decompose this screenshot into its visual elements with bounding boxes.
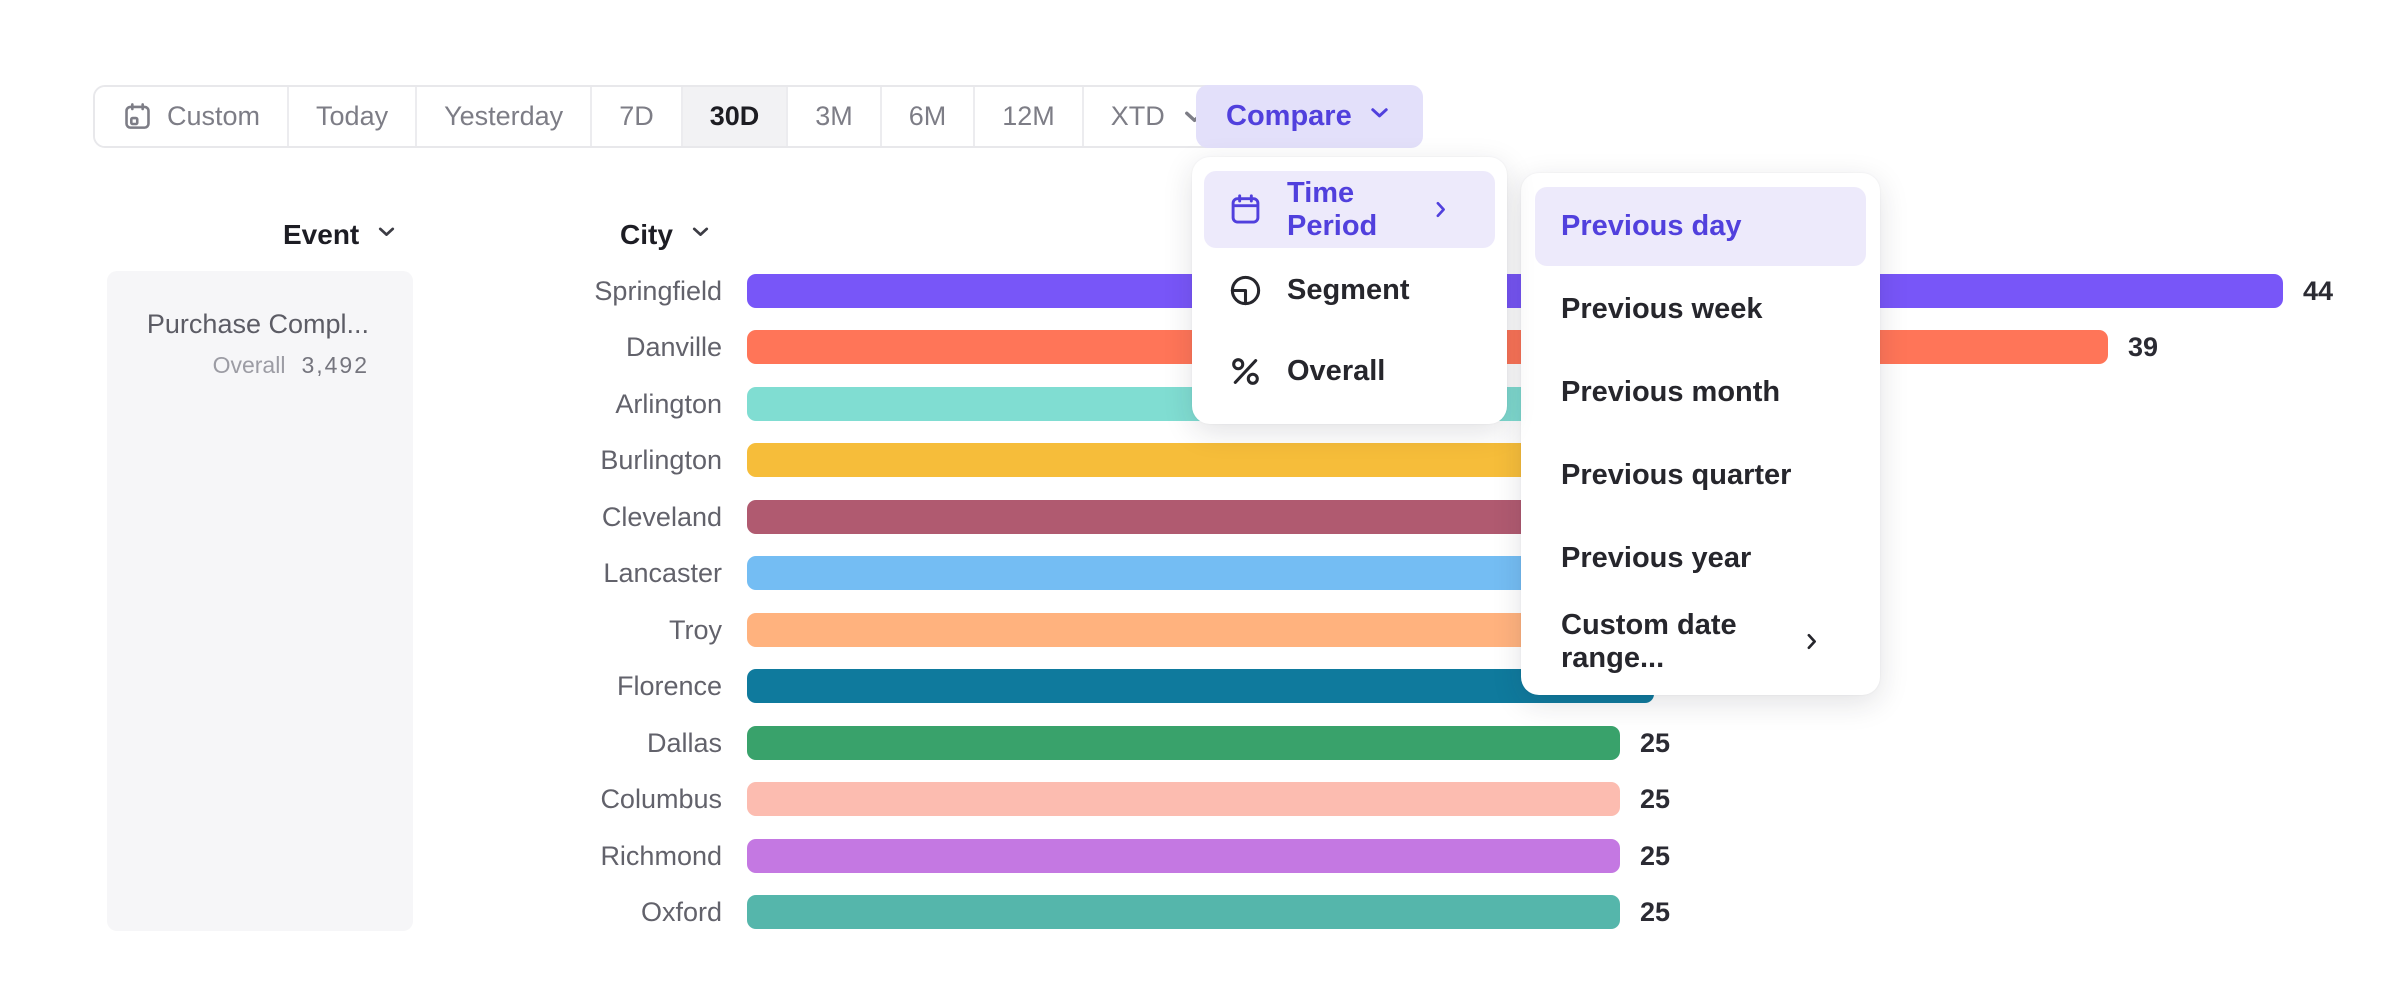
range-button-label: Yesterday (444, 101, 564, 131)
city-label: Springfield (594, 276, 722, 306)
compare-dropdown-menu: Time Period Segment Overall (1192, 157, 1507, 424)
bar-row-columbus: Columbus 25 (0, 782, 2394, 816)
range-button-label: Today (316, 101, 389, 131)
menu-item-label: Previous year (1561, 542, 1752, 574)
menu-item-label: Time Period (1287, 176, 1378, 242)
range-button-label: 7D (619, 101, 654, 131)
bar-row-richmond: Richmond 25 (0, 839, 2394, 873)
range-button-label: Custom (167, 101, 261, 131)
event-name: Purchase Compl... (146, 309, 369, 339)
range-button-yesterday[interactable]: Yesterday (417, 87, 593, 146)
city-label: Dallas (646, 728, 722, 758)
segment-icon (1228, 273, 1263, 308)
range-button-3m[interactable]: 3M (788, 87, 882, 146)
city-label: Burlington (600, 445, 722, 475)
overall-value: 3,492 (301, 352, 369, 378)
city-label: Lancaster (603, 558, 722, 588)
range-button-label: 12M (1002, 101, 1055, 131)
menu-item-label: Previous quarter (1561, 459, 1792, 491)
time-period-option-previous-quarter[interactable]: Previous quarter (1535, 436, 1866, 515)
bar-row-burlington: Burlington (0, 443, 2394, 477)
bar-row-troy: Troy (0, 613, 2394, 647)
chevron-down-icon (1366, 99, 1393, 134)
time-period-option-previous-week[interactable]: Previous week (1535, 270, 1866, 349)
bar-florence[interactable] (747, 669, 1654, 703)
bar-value-label: 25 (1640, 728, 1671, 758)
menu-item-label: Overall (1287, 355, 1386, 387)
range-button-7d[interactable]: 7D (592, 87, 683, 146)
date-range-toolbar: Custom Today Yesterday 7D 30D 3M 6M 12M XTD (93, 85, 1239, 148)
city-column-header[interactable]: City (620, 219, 713, 251)
city-label: Columbus (600, 784, 722, 814)
menu-item-label: Previous day (1561, 210, 1742, 242)
compare-menu-item-time-period[interactable]: Time Period (1204, 171, 1495, 248)
city-label: Troy (669, 615, 722, 645)
calendar-icon (1228, 192, 1263, 227)
event-column-header-label: Event (283, 219, 360, 250)
menu-item-label: Previous week (1561, 293, 1763, 325)
bar-value-label: 25 (1640, 897, 1671, 927)
bar-value-label: 44 (2303, 276, 2334, 306)
event-panel[interactable]: Purchase Compl... Overall 3,492 (107, 271, 413, 931)
bar-dallas[interactable] (747, 726, 1620, 760)
city-label: Richmond (600, 841, 722, 871)
range-button-label: 6M (908, 101, 947, 131)
bar-columbus[interactable] (747, 782, 1620, 816)
range-button-today[interactable]: Today (289, 87, 418, 146)
overall-label: Overall (212, 352, 286, 378)
range-button-12m[interactable]: 12M (975, 87, 1084, 146)
bar-richmond[interactable] (747, 839, 1620, 873)
city-label: Arlington (615, 389, 722, 419)
compare-button-label: Compare (1226, 100, 1352, 132)
time-period-option-previous-month[interactable]: Previous month (1535, 353, 1866, 432)
calendar-alt-icon (122, 101, 153, 132)
city-label: Danville (625, 332, 722, 362)
bar-row-springfield: Springfield 44 (0, 274, 2394, 308)
city-column-header-label: City (620, 219, 673, 250)
chevron-right-icon (1799, 629, 1824, 654)
chevron-down-icon (688, 219, 713, 251)
menu-item-label: Previous month (1561, 376, 1781, 408)
bar-value-label: 39 (2128, 332, 2159, 362)
chevron-right-icon (1428, 197, 1453, 222)
compare-menu-item-overall[interactable]: Overall (1204, 333, 1495, 410)
range-button-label: 30D (709, 101, 760, 131)
compare-button[interactable]: Compare (1196, 85, 1423, 148)
range-button-30d[interactable]: 30D (682, 87, 789, 146)
bar-oxford[interactable] (747, 895, 1620, 929)
bar-row-cleveland: Cleveland (0, 500, 2394, 534)
bar-springfield[interactable] (747, 274, 2283, 308)
city-label: Florence (616, 671, 722, 701)
bar-value-label: 25 (1640, 784, 1671, 814)
bar-row-lancaster: Lancaster (0, 556, 2394, 590)
event-column-header[interactable]: Event (283, 219, 399, 251)
bar-row-oxford: Oxford 25 (0, 895, 2394, 929)
city-label: Oxford (640, 897, 722, 927)
time-period-option-previous-year[interactable]: Previous year (1535, 519, 1866, 598)
range-button-custom[interactable]: Custom (95, 87, 290, 146)
event-overall-metric: Overall 3,492 (127, 352, 369, 379)
compare-menu-item-segment[interactable]: Segment (1204, 252, 1495, 329)
chevron-down-icon (374, 219, 399, 251)
time-period-option-custom-date-range[interactable]: Custom date range... (1535, 602, 1866, 681)
bar-value-label: 25 (1640, 841, 1671, 871)
time-period-submenu: Previous day Previous week Previous month P… (1521, 173, 1880, 695)
range-button-label: XTD (1110, 101, 1165, 131)
bar-row-dallas: Dallas 25 (0, 726, 2394, 760)
time-period-option-previous-day[interactable]: Previous day (1535, 187, 1866, 266)
menu-item-label: Segment (1287, 274, 1410, 306)
city-label: Cleveland (601, 502, 722, 532)
range-button-6m[interactable]: 6M (881, 87, 976, 146)
percent-icon (1228, 354, 1263, 389)
bar-row-florence: Florence (0, 669, 2394, 703)
range-button-label: 3M (815, 101, 853, 131)
menu-item-label: Custom date range... (1561, 608, 1737, 674)
